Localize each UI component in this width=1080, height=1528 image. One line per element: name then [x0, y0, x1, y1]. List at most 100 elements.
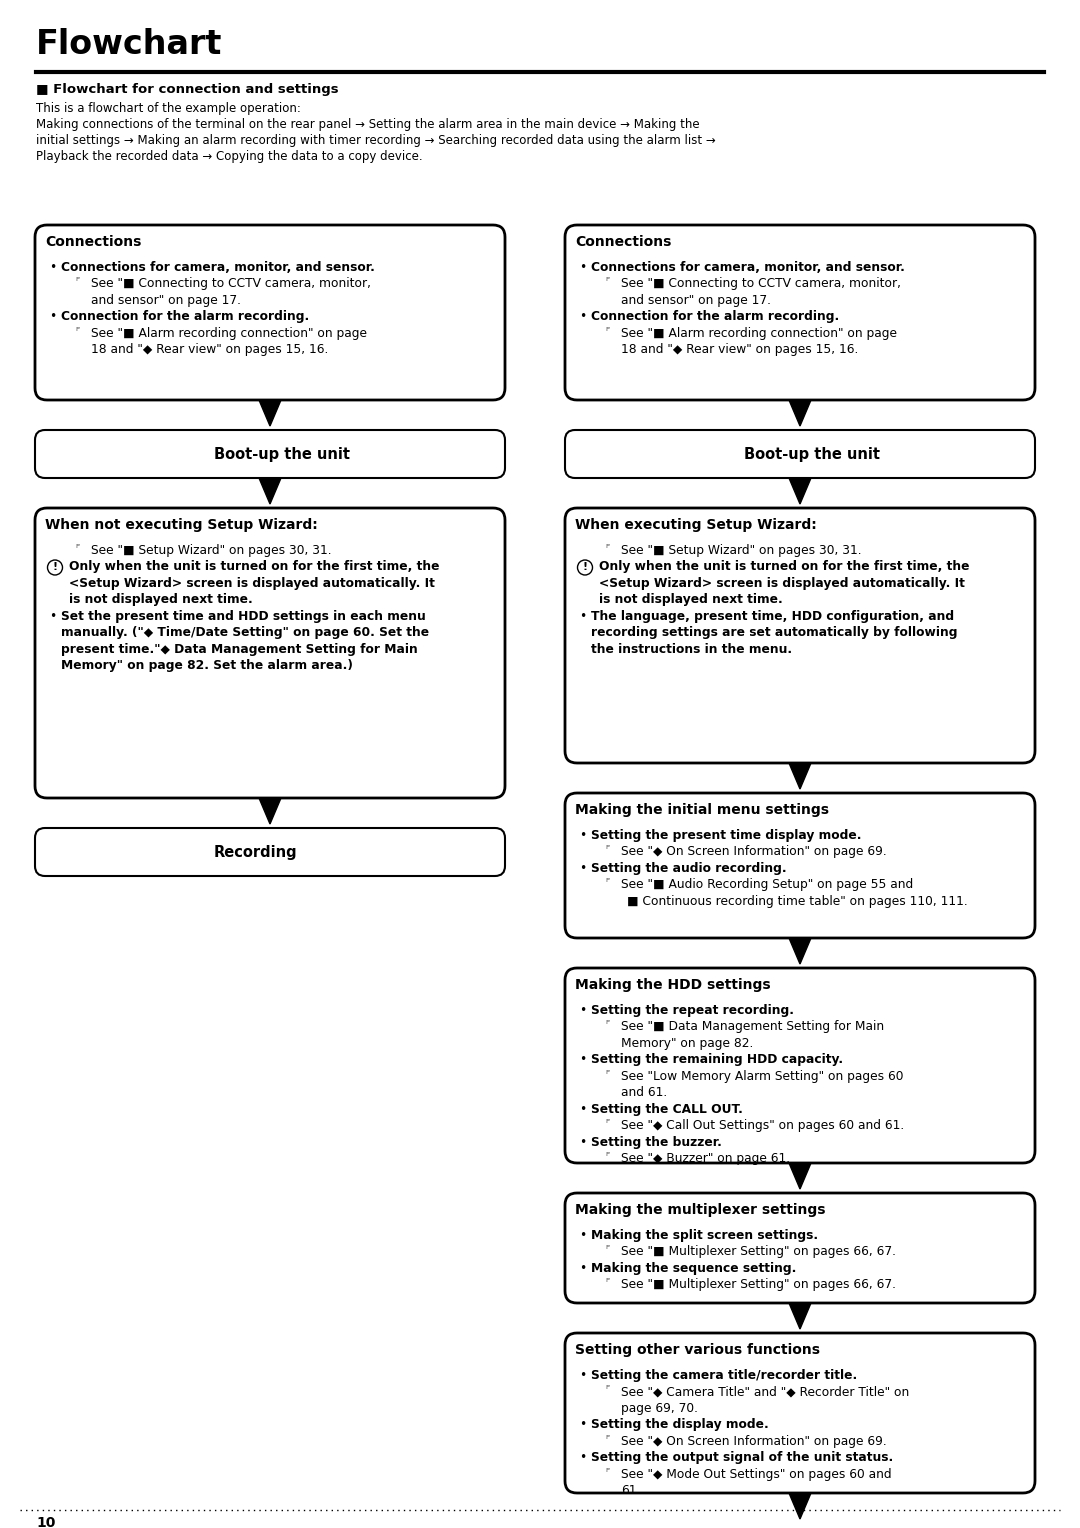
Text: This is a flowchart of the example operation:: This is a flowchart of the example opera…: [36, 102, 301, 115]
Text: <Setup Wizard> screen is displayed automatically. It: <Setup Wizard> screen is displayed autom…: [599, 576, 964, 590]
Text: Connection for the alarm recording.: Connection for the alarm recording.: [591, 310, 839, 322]
Text: •: •: [579, 1103, 586, 1115]
Text: Setting the audio recording.: Setting the audio recording.: [591, 862, 786, 874]
Text: See "■ Connecting to CCTV camera, monitor,: See "■ Connecting to CCTV camera, monito…: [621, 277, 901, 290]
Polygon shape: [259, 798, 281, 824]
Text: The language, present time, HDD configuration, and: The language, present time, HDD configur…: [591, 610, 954, 622]
Polygon shape: [789, 478, 811, 504]
Text: See "■ Setup Wizard" on pages 30, 31.: See "■ Setup Wizard" on pages 30, 31.: [91, 544, 332, 556]
Text: •: •: [579, 1369, 586, 1381]
Text: ᴾ: ᴾ: [605, 1384, 609, 1395]
Text: •: •: [579, 1418, 586, 1432]
Text: ᴾ: ᴾ: [605, 1245, 609, 1254]
Text: •: •: [579, 1452, 586, 1464]
Text: and sensor" on page 17.: and sensor" on page 17.: [91, 293, 241, 307]
Polygon shape: [789, 1163, 811, 1189]
Text: Making the initial menu settings: Making the initial menu settings: [575, 804, 829, 817]
Polygon shape: [789, 400, 811, 426]
Text: Boot-up the unit: Boot-up the unit: [214, 446, 350, 461]
Text: See "■ Connecting to CCTV camera, monitor,: See "■ Connecting to CCTV camera, monito…: [91, 277, 372, 290]
Text: initial settings → Making an alarm recording with timer recording → Searching re: initial settings → Making an alarm recor…: [36, 134, 716, 147]
Text: ᴾ: ᴾ: [605, 1021, 609, 1030]
Polygon shape: [789, 1493, 811, 1519]
Text: See "Low Memory Alarm Setting" on pages 60: See "Low Memory Alarm Setting" on pages …: [621, 1070, 904, 1082]
Text: •: •: [579, 610, 586, 622]
Text: is not displayed next time.: is not displayed next time.: [69, 593, 253, 607]
Text: Connections for camera, monitor, and sensor.: Connections for camera, monitor, and sen…: [60, 261, 375, 274]
Text: •: •: [49, 610, 56, 622]
Polygon shape: [789, 762, 811, 788]
Text: Setting other various functions: Setting other various functions: [575, 1343, 820, 1357]
Text: •: •: [49, 261, 56, 274]
Text: See "■ Multiplexer Setting" on pages 66, 67.: See "■ Multiplexer Setting" on pages 66,…: [621, 1277, 896, 1291]
Text: See "■ Multiplexer Setting" on pages 66, 67.: See "■ Multiplexer Setting" on pages 66,…: [621, 1245, 896, 1258]
Text: present time."◆ Data Management Setting for Main: present time."◆ Data Management Setting …: [60, 643, 418, 656]
Text: Making the split screen settings.: Making the split screen settings.: [591, 1229, 819, 1242]
Text: 10: 10: [36, 1516, 55, 1528]
Text: ᴾ: ᴾ: [605, 845, 609, 856]
Text: 18 and "◆ Rear view" on pages 15, 16.: 18 and "◆ Rear view" on pages 15, 16.: [621, 344, 859, 356]
Polygon shape: [789, 938, 811, 964]
Text: See "◆ Mode Out Settings" on pages 60 and: See "◆ Mode Out Settings" on pages 60 an…: [621, 1467, 892, 1481]
Text: Setting the CALL OUT.: Setting the CALL OUT.: [591, 1103, 743, 1115]
Text: ■ Continuous recording time table" on pages 110, 111.: ■ Continuous recording time table" on pa…: [627, 894, 968, 908]
Text: When not executing Setup Wizard:: When not executing Setup Wizard:: [45, 518, 318, 532]
Text: Connection for the alarm recording.: Connection for the alarm recording.: [60, 310, 309, 322]
Text: Boot-up the unit: Boot-up the unit: [744, 446, 879, 461]
FancyBboxPatch shape: [565, 969, 1035, 1163]
Text: Setting the display mode.: Setting the display mode.: [591, 1418, 769, 1432]
FancyBboxPatch shape: [565, 225, 1035, 400]
FancyBboxPatch shape: [35, 828, 505, 876]
Text: See "■ Alarm recording connection" on page: See "■ Alarm recording connection" on pa…: [621, 327, 897, 339]
Polygon shape: [789, 1303, 811, 1329]
Text: Setting the repeat recording.: Setting the repeat recording.: [591, 1004, 794, 1016]
Text: page 69, 70.: page 69, 70.: [621, 1401, 698, 1415]
FancyBboxPatch shape: [565, 429, 1035, 478]
Text: Only when the unit is turned on for the first time, the: Only when the unit is turned on for the …: [69, 561, 440, 573]
Text: Memory" on page 82.: Memory" on page 82.: [621, 1036, 754, 1050]
Text: Setting the remaining HDD capacity.: Setting the remaining HDD capacity.: [591, 1053, 843, 1067]
FancyBboxPatch shape: [565, 507, 1035, 762]
Text: Recording: Recording: [214, 845, 297, 859]
Text: •: •: [579, 828, 586, 842]
Text: See "◆ Call Out Settings" on pages 60 and 61.: See "◆ Call Out Settings" on pages 60 an…: [621, 1118, 904, 1132]
Text: the instructions in the menu.: the instructions in the menu.: [591, 643, 792, 656]
Text: See "◆ Buzzer" on page 61.: See "◆ Buzzer" on page 61.: [621, 1152, 791, 1164]
Text: manually. ("◆ Time/Date Setting" on page 60. Set the: manually. ("◆ Time/Date Setting" on page…: [60, 626, 429, 639]
Text: ᴾ: ᴾ: [75, 544, 79, 553]
Text: ■ Flowchart for connection and settings: ■ Flowchart for connection and settings: [36, 83, 339, 96]
Text: See "■ Alarm recording connection" on page: See "■ Alarm recording connection" on pa…: [91, 327, 367, 339]
Text: recording settings are set automatically by following: recording settings are set automatically…: [591, 626, 958, 639]
Text: ᴾ: ᴾ: [605, 544, 609, 553]
Text: •: •: [579, 862, 586, 874]
Text: See "■ Audio Recording Setup" on page 55 and: See "■ Audio Recording Setup" on page 55…: [621, 879, 914, 891]
Text: ᴾ: ᴾ: [605, 1070, 609, 1080]
FancyBboxPatch shape: [565, 1332, 1035, 1493]
Text: 61.: 61.: [621, 1484, 640, 1497]
Text: !: !: [582, 562, 588, 573]
Text: •: •: [579, 1229, 586, 1242]
Text: ᴾ: ᴾ: [605, 1467, 609, 1478]
Text: Setting the present time display mode.: Setting the present time display mode.: [591, 828, 862, 842]
Text: <Setup Wizard> screen is displayed automatically. It: <Setup Wizard> screen is displayed autom…: [69, 576, 435, 590]
Text: Setting the buzzer.: Setting the buzzer.: [591, 1135, 721, 1149]
Text: ᴾ: ᴾ: [605, 1435, 609, 1444]
Text: •: •: [579, 1004, 586, 1016]
Text: Only when the unit is turned on for the first time, the: Only when the unit is turned on for the …: [599, 561, 970, 573]
Text: •: •: [579, 310, 586, 322]
Text: ᴾ: ᴾ: [605, 327, 609, 336]
FancyBboxPatch shape: [35, 507, 505, 798]
Text: Setting the camera title/recorder title.: Setting the camera title/recorder title.: [591, 1369, 858, 1381]
FancyBboxPatch shape: [35, 429, 505, 478]
Text: Memory" on page 82. Set the alarm area.): Memory" on page 82. Set the alarm area.): [60, 659, 353, 672]
Text: and sensor" on page 17.: and sensor" on page 17.: [621, 293, 771, 307]
Text: See "◆ Camera Title" and "◆ Recorder Title" on: See "◆ Camera Title" and "◆ Recorder Tit…: [621, 1384, 909, 1398]
FancyBboxPatch shape: [565, 793, 1035, 938]
Text: 18 and "◆ Rear view" on pages 15, 16.: 18 and "◆ Rear view" on pages 15, 16.: [91, 344, 328, 356]
Text: ᴾ: ᴾ: [75, 277, 79, 287]
Text: •: •: [579, 261, 586, 274]
Text: Making connections of the terminal on the rear panel → Setting the alarm area in: Making connections of the terminal on th…: [36, 118, 700, 131]
Text: Connections: Connections: [575, 235, 672, 249]
Text: !: !: [53, 562, 57, 573]
Text: •: •: [579, 1135, 586, 1149]
